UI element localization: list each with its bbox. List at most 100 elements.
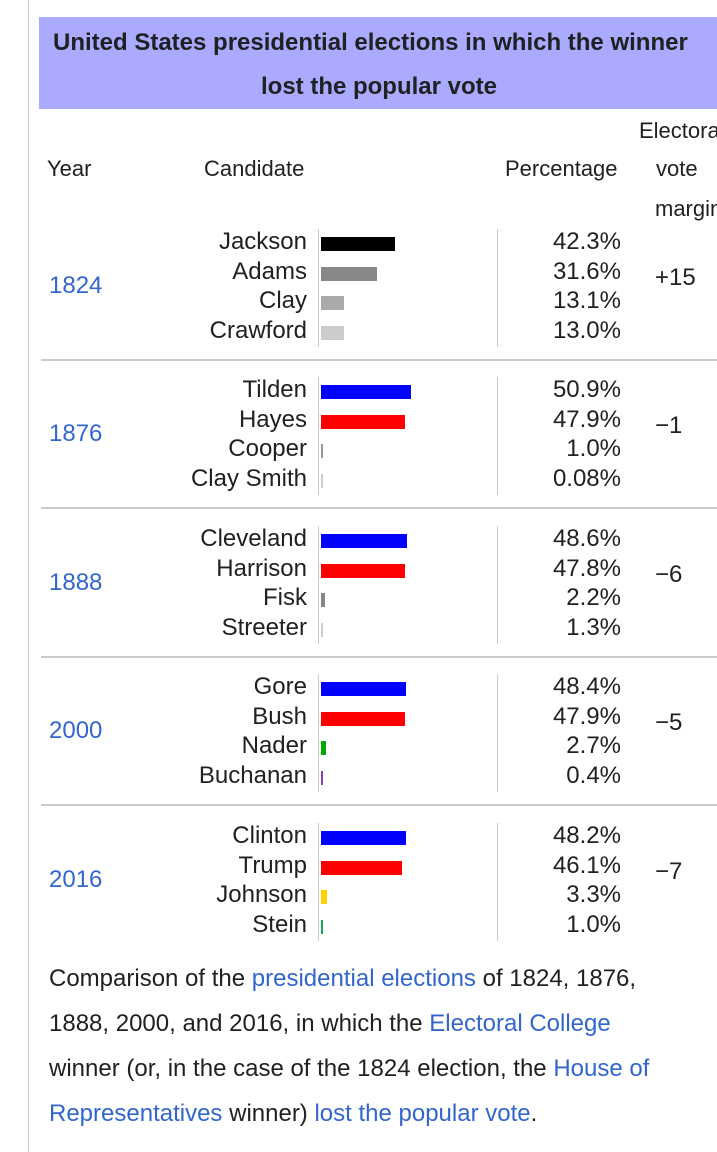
vote-percentage: 48.6%: [552, 525, 621, 552]
column-divider: [497, 823, 498, 942]
candidate-name: Clinton: [232, 822, 307, 849]
vote-percentage: 47.9%: [552, 405, 621, 433]
caption-text-4: winner (or, in the case of the 1824 elec…: [49, 1055, 554, 1082]
house-of-representatives-link[interactable]: House of: [553, 1055, 650, 1082]
vote-share-bar: [321, 770, 323, 785]
candidate-name: Nader: [241, 732, 307, 760]
year-link-1824[interactable]: 1824: [49, 272, 103, 300]
year-link-1888[interactable]: 1888: [49, 569, 103, 597]
vote-percentage: 48.4%: [552, 673, 621, 700]
year-link-2016[interactable]: 2016: [49, 866, 103, 894]
header-percentage: Percentage: [505, 156, 618, 181]
house-of-representatives-link-cont[interactable]: Representatives: [49, 1100, 223, 1127]
vote-percentage: 1.0%: [566, 435, 621, 463]
vote-share-bar: [321, 711, 406, 726]
candidate-name: Tilden: [242, 376, 307, 403]
caption-text-2: of 1824, 1876,: [475, 965, 637, 992]
caption-text-5: winner): [222, 1100, 315, 1127]
year-link-1876[interactable]: 1876: [49, 420, 103, 448]
column-divider: [497, 674, 498, 793]
header-margin-line3: margin: [655, 196, 717, 221]
candidate-name: Crawford: [209, 316, 307, 344]
table-title: United States presidential elections in …: [39, 17, 717, 109]
vote-percentage: 1.0%: [566, 910, 621, 938]
candidate-name: Adams: [232, 257, 307, 285]
electoral-margin-1876: −1: [655, 412, 683, 440]
vote-percentage: 1.3%: [566, 613, 621, 641]
vote-share-bar: [321, 534, 407, 548]
lost-popular-vote-link[interactable]: lost the popular vote: [314, 1100, 531, 1127]
caption-text-6: .: [530, 1100, 538, 1127]
vote-share-bar: [321, 237, 396, 251]
vote-share-bar: [321, 890, 327, 905]
column-divider: [497, 229, 498, 348]
column-divider: [497, 526, 498, 645]
electoral-college-link[interactable]: Electoral College: [429, 1010, 611, 1037]
bar-axis-line: [318, 526, 319, 645]
candidate-name: Trump: [238, 851, 307, 879]
caption-text-1: Comparison of the: [49, 965, 252, 992]
electoral-margin-2000: −5: [655, 709, 683, 737]
vote-share-bar: [321, 682, 407, 696]
vote-percentage: 13.1%: [552, 287, 621, 315]
vote-percentage: 3.3%: [566, 881, 621, 909]
vote-percentage: 31.6%: [552, 257, 621, 285]
vote-share-bar: [321, 325, 344, 340]
candidate-name: Streeter: [221, 613, 307, 641]
caption-line3: winner (or, in the case of the 1824 elec…: [49, 1046, 717, 1091]
row-separator: [41, 804, 717, 807]
candidate-name: Stein: [252, 910, 307, 938]
vote-percentage: 48.2%: [552, 822, 621, 849]
vote-percentage: 2.7%: [566, 732, 621, 760]
header-margin-line2: vote: [656, 156, 698, 181]
vote-percentage: 47.8%: [552, 554, 621, 582]
vote-share-bar: [321, 385, 411, 399]
candidate-name: Cleveland: [200, 525, 307, 552]
vote-percentage: 46.1%: [552, 851, 621, 879]
vote-share-bar: [321, 831, 406, 845]
bar-axis-line: [318, 823, 319, 942]
candidate-name: Bush: [252, 702, 307, 730]
candidate-name: Hayes: [238, 405, 307, 433]
vote-share-bar: [321, 473, 323, 488]
vote-share-bar: [321, 444, 323, 459]
header-margin-line1: Electoral: [639, 118, 717, 143]
header-year: Year: [47, 156, 92, 181]
vote-share-bar: [321, 919, 323, 934]
caption-line4: Representatives winner) lost the popular…: [49, 1091, 717, 1136]
column-divider: [497, 377, 498, 496]
year-link-2000[interactable]: 2000: [49, 717, 103, 745]
vote-share-bar: [321, 622, 324, 637]
electoral-margin-2016: −7: [655, 858, 683, 886]
vote-share-bar: [321, 296, 345, 311]
vote-share-bar: [321, 563, 406, 578]
row-separator: [41, 359, 717, 362]
candidate-name: Jackson: [218, 228, 307, 255]
vote-share-bar: [321, 741, 326, 756]
row-separator: [41, 507, 717, 510]
vote-share-bar: [321, 266, 377, 281]
header-candidate: Candidate: [204, 156, 305, 181]
vote-share-bar: [321, 860, 403, 875]
vote-percentage: 50.9%: [552, 376, 621, 403]
row-separator: [41, 656, 717, 659]
vote-percentage: 13.0%: [552, 316, 621, 344]
presidential-elections-link[interactable]: presidential elections: [251, 965, 476, 992]
candidate-name: Johnson: [216, 881, 307, 909]
candidate-name: Buchanan: [198, 761, 307, 789]
bar-axis-line: [318, 674, 319, 793]
candidate-name: Cooper: [228, 435, 307, 463]
election-table-frame: United States presidential elections in …: [28, 0, 717, 1152]
candidate-name: Gore: [253, 673, 307, 700]
caption-text-3: 1888, 2000, and 2016, in which the: [49, 1010, 430, 1037]
candidate-name: Clay Smith: [190, 464, 307, 492]
vote-percentage: 0.4%: [566, 761, 621, 789]
bar-axis-line: [318, 377, 319, 496]
candidate-name: Clay: [258, 287, 307, 315]
electoral-margin-1888: −6: [655, 561, 683, 589]
table-title-line1: United States presidential elections in …: [53, 29, 688, 56]
candidate-name: Fisk: [263, 584, 307, 612]
candidate-name: Harrison: [216, 554, 307, 582]
table-caption: Comparison of the presidential elections…: [49, 956, 717, 1136]
vote-percentage: 0.08%: [552, 464, 621, 492]
